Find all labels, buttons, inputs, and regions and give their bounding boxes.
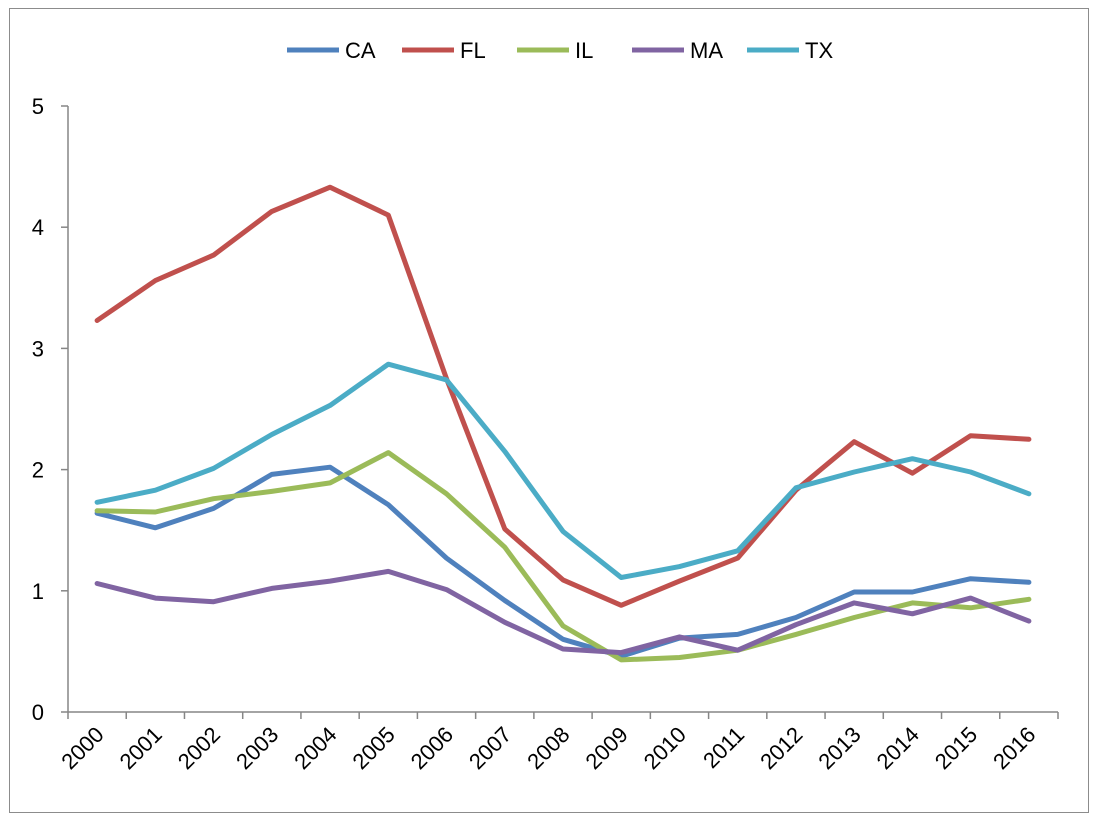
x-tick-label: 2001 [115, 722, 167, 774]
y-tick-label: 2 [32, 458, 44, 483]
y-tick-label: 4 [32, 215, 44, 240]
y-tick-label: 1 [32, 579, 44, 604]
series-line-ma [94, 568, 1032, 656]
x-tick-label: 2002 [173, 722, 225, 774]
y-tick-label: 5 [32, 94, 44, 119]
x-tick-label: 2016 [988, 722, 1040, 774]
legend: CA FL IL MA TX [287, 38, 833, 63]
legend-label-tx: TX [805, 38, 833, 63]
x-tick-label: 2010 [639, 722, 691, 774]
x-tick-label: 2014 [872, 722, 924, 774]
x-tick-label: 2015 [930, 722, 982, 774]
series-lines [94, 184, 1032, 663]
legend-label-fl: FL [460, 38, 486, 63]
x-tick-label: 2004 [289, 722, 341, 774]
y-axis-ticks: 0 1 2 3 4 5 [32, 94, 68, 725]
axes [67, 106, 1058, 713]
x-tick-label: 2003 [231, 722, 283, 774]
x-tick-label: 2013 [813, 722, 865, 774]
x-tick-label: 2009 [580, 722, 632, 774]
x-axis-ticks: 2000 2001 2002 2003 2004 2005 2006 2007 2008 2009… [56, 712, 1059, 774]
series-line-fl [94, 184, 1032, 608]
legend-label-ca: CA [345, 38, 376, 63]
series-line-tx [94, 361, 1032, 580]
series-line-il [94, 450, 1032, 663]
y-tick-label: 3 [32, 336, 44, 361]
x-tick-label: 2012 [755, 722, 807, 774]
x-tick-label: 2006 [406, 722, 458, 774]
x-tick-label: 2005 [348, 722, 400, 774]
legend-label-il: IL [575, 38, 593, 63]
series-line-ca [94, 464, 1032, 659]
legend-label-ma: MA [690, 38, 723, 63]
x-tick-label: 2000 [56, 722, 108, 774]
x-tick-label: 2008 [522, 722, 574, 774]
x-tick-label: 2011 [698, 722, 749, 773]
x-tick-label: 2007 [464, 722, 516, 774]
y-tick-label: 0 [32, 700, 44, 725]
chart-frame [9, 8, 1089, 813]
